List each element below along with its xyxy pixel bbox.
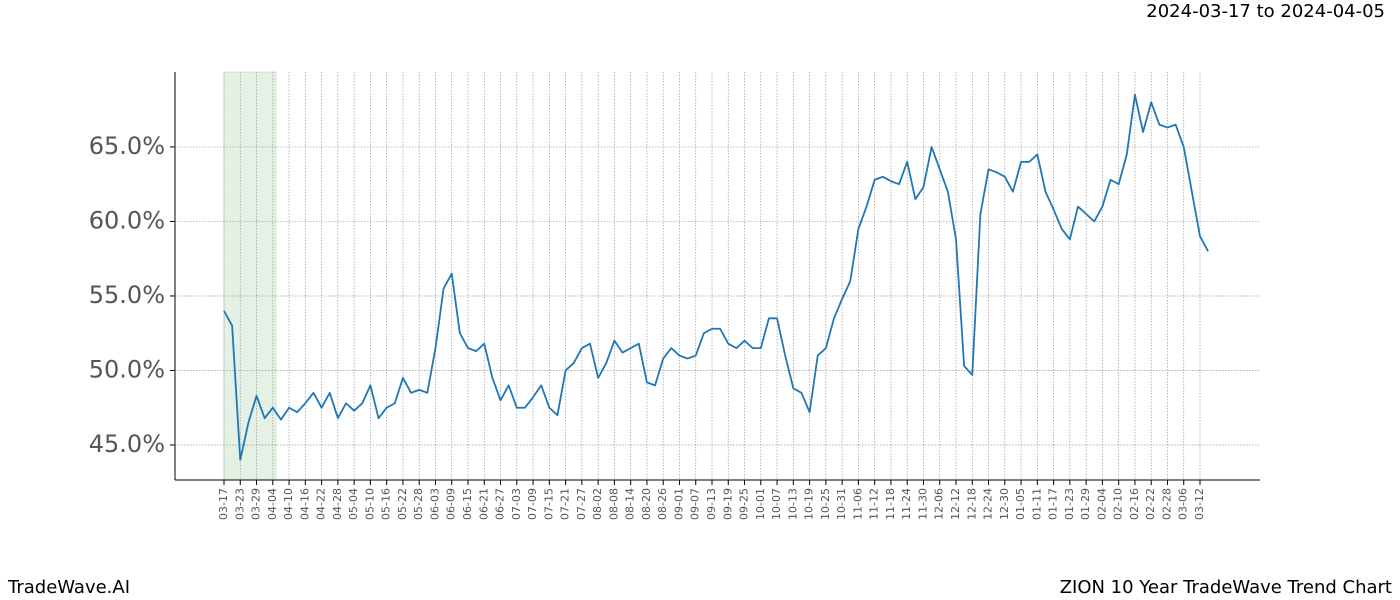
x-tick-label: 05-04 — [347, 488, 360, 520]
x-tick-label: 06-03 — [428, 488, 441, 520]
x-tick-label: 01-17 — [1047, 488, 1060, 520]
x-tick-label: 12-24 — [982, 488, 995, 520]
x-tick-label: 01-23 — [1063, 488, 1076, 520]
y-tick-label: 50.0% — [89, 355, 165, 383]
trend-line — [223, 93, 1209, 461]
x-tick-label: 02-22 — [1144, 488, 1157, 520]
x-tick-label: 09-13 — [705, 488, 718, 520]
x-tick-label: 02-10 — [1112, 488, 1125, 520]
x-tick-label: 07-27 — [575, 488, 588, 520]
y-tick-label: 55.0% — [89, 281, 165, 309]
x-tick-label: 12-06 — [933, 488, 946, 520]
x-tick-label: 07-15 — [542, 488, 555, 520]
x-tick-label: 06-27 — [494, 488, 507, 520]
x-tick-label: 12-12 — [949, 488, 962, 520]
x-tick-label: 01-05 — [1014, 488, 1027, 520]
x-tick-label: 09-07 — [689, 488, 702, 520]
x-tick-label: 06-15 — [461, 488, 474, 520]
x-tick-label: 08-02 — [591, 488, 604, 520]
x-tick-label: 10-31 — [835, 488, 848, 520]
x-tick-label: 12-18 — [965, 488, 978, 520]
x-tick-label: 02-04 — [1095, 488, 1108, 520]
x-tick-label: 10-13 — [786, 488, 799, 520]
y-tick-label: 45.0% — [89, 430, 165, 458]
x-tick-label: 10-07 — [770, 488, 783, 520]
x-tick-label: 07-09 — [526, 488, 539, 520]
x-tick-label: 10-01 — [754, 488, 767, 520]
footer-left: TradeWave.AI — [7, 577, 130, 598]
x-tick-label: 11-18 — [884, 488, 897, 520]
x-tick-label: 05-10 — [363, 488, 376, 520]
x-tick-label: 03-17 — [217, 488, 230, 520]
x-tick-label: 10-19 — [803, 488, 816, 520]
x-tick-label: 08-08 — [607, 488, 620, 520]
x-tick-label: 11-30 — [916, 488, 929, 520]
x-tick-label: 01-29 — [1079, 488, 1092, 520]
x-tick-label: 04-16 — [298, 488, 311, 520]
x-tick-label: 03-12 — [1193, 488, 1206, 520]
x-tick-label: 09-25 — [738, 488, 751, 520]
x-tick-label: 11-06 — [851, 488, 864, 520]
x-tick-label: 03-06 — [1177, 488, 1190, 520]
x-tick-label: 08-26 — [656, 488, 669, 520]
x-tick-label: 05-28 — [412, 488, 425, 520]
x-tick-label: 07-21 — [559, 488, 572, 520]
x-tick-label: 11-24 — [900, 488, 913, 520]
y-tick-label: 65.0% — [89, 132, 165, 160]
x-tick-label: 04-28 — [331, 488, 344, 520]
x-tick-label: 02-16 — [1128, 488, 1141, 520]
x-tick-label: 05-16 — [380, 488, 393, 520]
x-tick-label: 12-30 — [998, 488, 1011, 520]
x-tick-label: 07-03 — [510, 488, 523, 520]
x-tick-label: 03-29 — [250, 488, 263, 520]
x-tick-label: 04-10 — [282, 488, 295, 520]
highlight-range — [223, 71, 277, 481]
x-tick-label: 06-09 — [445, 488, 458, 520]
x-tick-label: 04-22 — [315, 488, 328, 520]
x-tick-label: 10-25 — [819, 488, 832, 520]
x-tick-label: 06-21 — [477, 488, 490, 520]
y-tick-label: 60.0% — [89, 206, 165, 234]
x-tick-label: 08-20 — [640, 488, 653, 520]
x-tick-label: 01-11 — [1030, 488, 1043, 520]
x-tick-label: 05-22 — [396, 488, 409, 520]
x-tick-label: 09-01 — [672, 488, 685, 520]
x-tick-label: 08-14 — [624, 488, 637, 520]
x-tick-label: 09-19 — [721, 488, 734, 520]
x-tick-label: 11-12 — [868, 488, 881, 520]
x-tick-label: 04-04 — [266, 488, 279, 520]
chart-title: 2024-03-17 to 2024-04-05 — [1146, 1, 1385, 22]
footer-right: ZION 10 Year TradeWave Trend Chart — [1060, 577, 1392, 598]
x-tick-label: 02-28 — [1160, 488, 1173, 520]
x-tick-label: 03-23 — [233, 488, 246, 520]
